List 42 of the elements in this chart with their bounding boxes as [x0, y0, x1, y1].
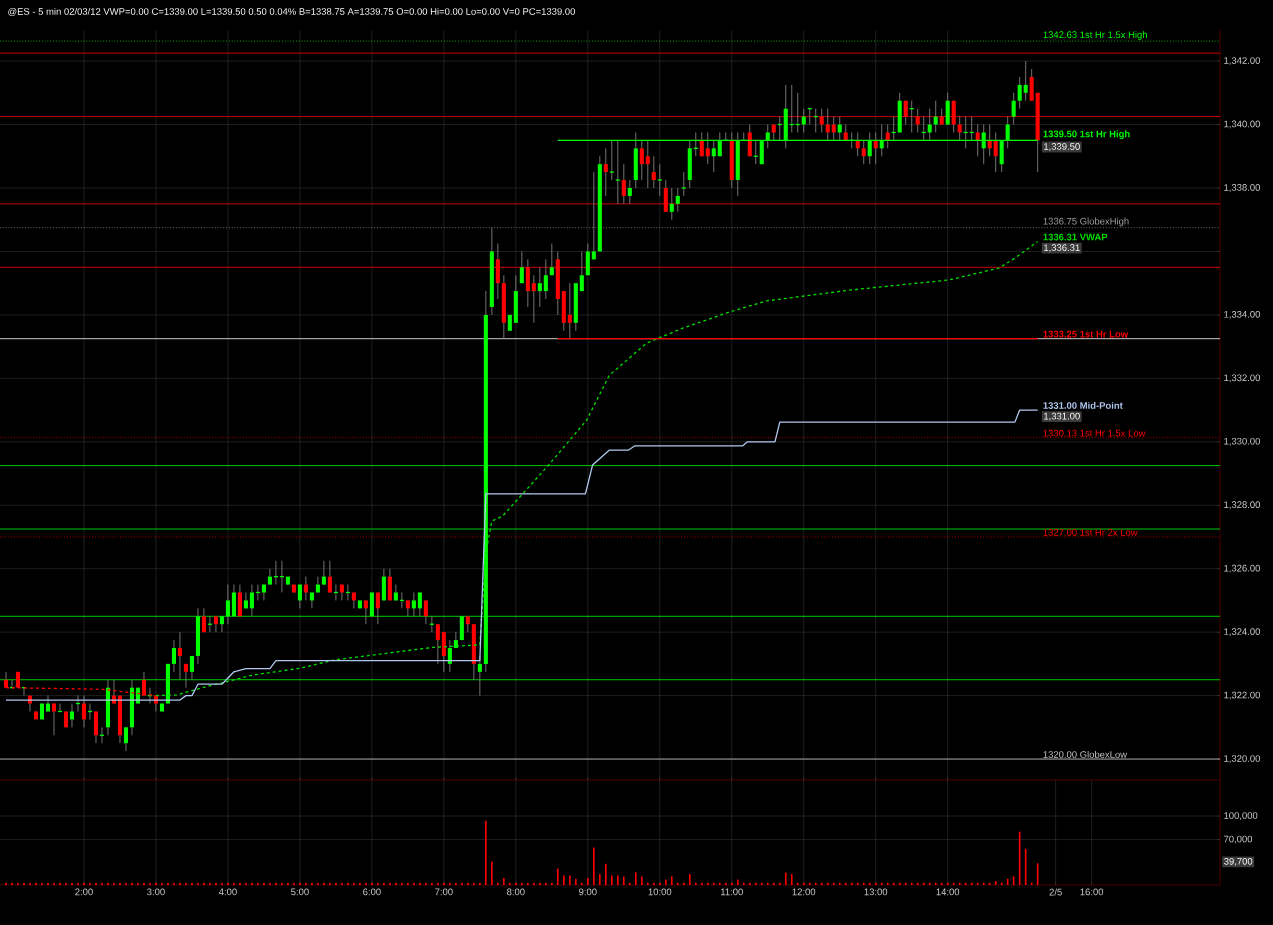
- series-label: 1336.31 VWAP: [1043, 233, 1108, 241]
- data-label: 1,336.31: [1044, 244, 1080, 253]
- x-tick-label: 8:00: [507, 888, 525, 896]
- y-tick-label: 1,320.00: [1224, 755, 1260, 763]
- x-tick-label: 7:00: [435, 888, 453, 896]
- ref-line-label: 1327.00 1st Hr 2x Low: [1043, 529, 1138, 536]
- x-tick-label: 9:00: [579, 888, 597, 896]
- series-label: 1333.25 1st Hr Low: [1043, 330, 1129, 338]
- ref-line-label: 1342.63 1st Hr 1.5x High: [1043, 31, 1147, 40]
- series-label: 1339.50 1st Hr High: [1043, 130, 1130, 140]
- y-tick-label: 1,338.00: [1224, 184, 1260, 192]
- series-label: 1331.00 Mid-Point: [1043, 401, 1123, 409]
- data-label: 1,331.00: [1044, 412, 1080, 421]
- ref-line-label: 1336.75 GlobexHigh: [1043, 217, 1129, 227]
- x-tick-label: 14:00: [936, 888, 960, 896]
- x-tick-label: 2/5: [1049, 888, 1062, 896]
- x-tick-label: 13:00: [864, 888, 888, 896]
- x-tick-label: 11:00: [720, 888, 743, 896]
- ref-line-label: 1320.00 GlobexLow: [1043, 750, 1128, 758]
- x-tick-label: 4:00: [218, 888, 237, 896]
- y-tick-label: 100,000: [1224, 812, 1258, 820]
- chart-title: @ES - 5 min 02/03/12 VWP=0.00 C=1339.00 L=1339.50 0.50 0.04% B=1338.75 A=1339.75 O=0.00 Hi=0.00 Lo=0.00 V=0 PC=1339.00: [8, 7, 575, 17]
- x-tick-label: 6:00: [363, 888, 381, 896]
- x-tick-label: 10:00: [648, 888, 672, 896]
- x-tick-label: 5:00: [291, 888, 309, 896]
- y-tick-label: 1,334.00: [1224, 310, 1260, 319]
- y-tick-label: 1,326.00: [1224, 564, 1260, 573]
- y-tick-label: 1,330.00: [1224, 437, 1260, 446]
- y-tick-label: 1,322.00: [1224, 691, 1260, 700]
- y-tick-label: 1,342.00: [1224, 57, 1260, 65]
- y-tick-label: 1,324.00: [1224, 628, 1260, 637]
- data-label: 1,339.50: [1044, 143, 1080, 151]
- y-tick-label: 1,328.00: [1224, 501, 1260, 510]
- y-tick-label: 1,332.00: [1224, 374, 1260, 383]
- y-tick-label: 1,340.00: [1224, 120, 1260, 129]
- x-tick-label: 3:00: [147, 888, 165, 896]
- x-tick-label: 16:00: [1080, 888, 1104, 896]
- y-tick-label: 70,000: [1224, 835, 1253, 844]
- ref-line-label: 1330.13 1st Hr 1.5x Low: [1043, 429, 1146, 437]
- x-tick-label: 12:00: [792, 888, 816, 896]
- text: 39,700: [1224, 857, 1253, 866]
- x-tick-label: 2:00: [75, 888, 93, 896]
